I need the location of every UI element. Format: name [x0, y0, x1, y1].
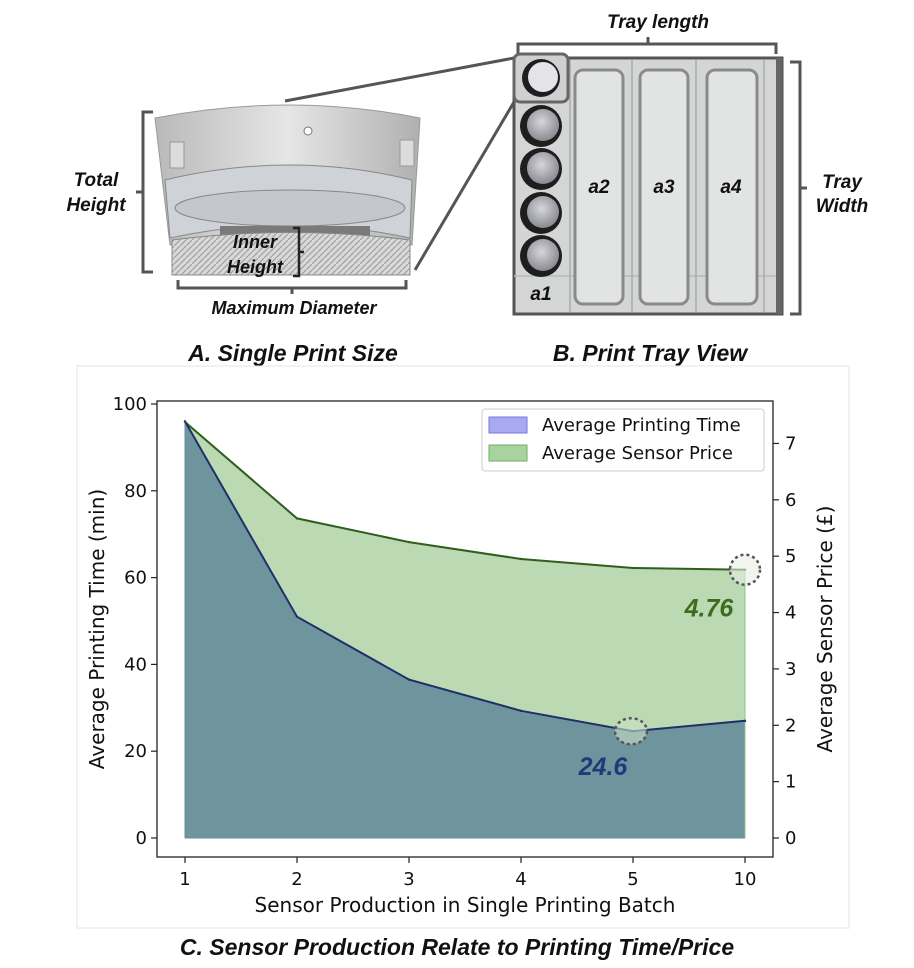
- slot-a1-wells: [512, 52, 570, 277]
- total-height-bracket: [136, 110, 153, 274]
- max-diameter-label: Maximum Diameter: [211, 298, 377, 318]
- total-height-label-2: Height: [66, 195, 126, 216]
- tray-width-label-2: Width: [816, 196, 869, 217]
- y-right-tick-label: 6: [785, 490, 796, 511]
- inner-height-bracket: [293, 226, 304, 278]
- annotation-circle-printing-time: [613, 716, 649, 746]
- y-right-tick-label: 4: [785, 603, 796, 624]
- legend: Average Printing Time Average Sensor Pri…: [481, 408, 765, 472]
- x-axis-label: Sensor Production in Single Printing Bat…: [255, 893, 676, 917]
- inner-height-label-1: Inner: [233, 232, 278, 252]
- legend-label-sensor-price: Average Sensor Price: [542, 443, 733, 464]
- inner-height-label-2: Height: [227, 257, 284, 277]
- slot-a2-label: a2: [588, 177, 610, 198]
- point-sensor-price-5: [631, 566, 635, 570]
- y-left-tick-label: 40: [124, 654, 147, 675]
- legend-label-printing-time: Average Printing Time: [542, 415, 741, 436]
- x-tick-label: 2: [291, 869, 302, 890]
- y-axis-label-right: Average Sensor Price (£): [813, 506, 837, 753]
- y-left-tick-label: 100: [113, 394, 147, 415]
- x-tick-label: 1: [179, 869, 190, 890]
- point-printing-time-3: [407, 678, 411, 681]
- slot-a3-channel: [638, 68, 690, 306]
- y-right-tick-label: 2: [785, 715, 796, 736]
- slot-a3-label: a3: [653, 177, 675, 198]
- point-printing-time-2: [295, 615, 299, 618]
- y-axis-label-left: Average Printing Time (min): [85, 489, 109, 769]
- plot-area-border: [156, 400, 774, 858]
- tray-length-label: Tray length: [607, 12, 709, 33]
- point-sensor-price-4: [519, 557, 523, 561]
- point-sensor-price-2: [295, 517, 299, 520]
- panel-b-print-tray: a1 a2 a3 a4 Tray length Tray Width B. Pr…: [512, 12, 869, 366]
- slot-a1-label: a1: [530, 284, 551, 305]
- slot-a4-channel: [705, 68, 759, 306]
- annotation-circle-sensor-price: [728, 553, 762, 586]
- area-printing-time: [185, 421, 745, 838]
- x-tick-label: 3: [403, 869, 414, 890]
- x-tick-label: 10: [734, 869, 757, 890]
- y-right-tick-label: 7: [785, 433, 796, 454]
- point-printing-time-4: [519, 709, 523, 713]
- plot-layer: 24.6 4.76: [183, 420, 762, 839]
- line-printing-time: [184, 420, 746, 733]
- total-height-label-1: Total: [74, 170, 119, 191]
- y-right-tick-label: 1: [785, 772, 796, 793]
- tray-length-bracket: [516, 37, 778, 54]
- connector-line: [284, 56, 515, 103]
- connector-line-2: [413, 101, 516, 271]
- y-left-tick-label: 80: [124, 481, 147, 502]
- point-sensor-price-3: [407, 540, 411, 544]
- max-diameter-bracket: [176, 280, 408, 294]
- y-right-tick-label: 3: [785, 659, 796, 680]
- slot-a4-label: a4: [720, 177, 742, 198]
- line-sensor-price: [184, 421, 746, 571]
- y-right-tick-label: 0: [785, 828, 796, 849]
- annotation-label-sensor-price: 4.76: [684, 595, 735, 623]
- y-left-tick-label: 0: [136, 828, 147, 849]
- point-printing-time-10: [743, 719, 747, 723]
- legend-swatch-sensor-price: [488, 444, 528, 462]
- legend-swatch-printing-time: [488, 416, 528, 434]
- panel-c-caption: C. Sensor Production Relate to Printing …: [180, 934, 734, 960]
- x-tick-label: 5: [627, 869, 638, 890]
- point-sensor-price-1: [183, 420, 187, 424]
- print-part-illustration: [154, 104, 421, 276]
- tray-width-bracket: [790, 60, 807, 316]
- slot-a2-channel: [573, 68, 625, 306]
- y-left-tick-label: 20: [124, 741, 147, 762]
- annotation-label-printing-time: 24.6: [578, 753, 629, 781]
- panel-a-single-print: Total Height Inner Height Maximum Diamet…: [66, 56, 516, 366]
- y-right-tick-label: 5: [785, 546, 796, 567]
- panel-a-caption: A. Single Print Size: [187, 340, 398, 366]
- x-tick-label: 4: [515, 869, 526, 890]
- tray-width-label-1: Tray: [822, 172, 863, 193]
- panel-b-caption: B. Print Tray View: [553, 340, 749, 366]
- y-left-tick-label: 60: [124, 568, 147, 589]
- legend-box: [481, 408, 765, 472]
